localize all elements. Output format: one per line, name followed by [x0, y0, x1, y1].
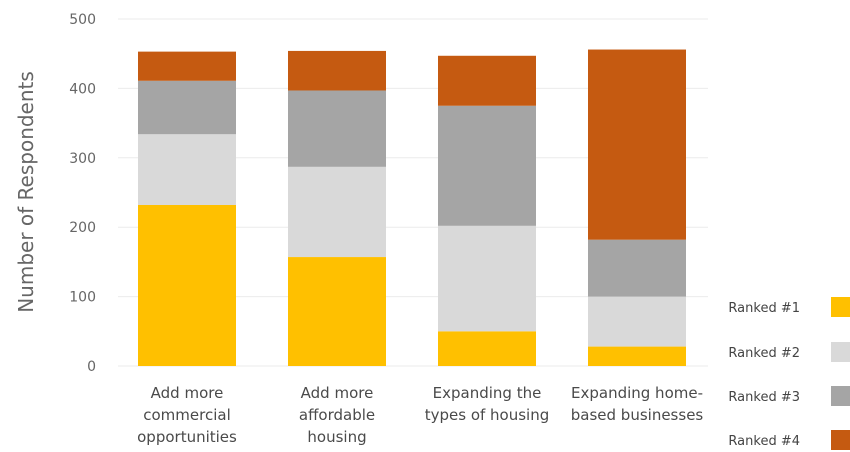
bars-layer — [138, 49, 686, 366]
y-tick-label: 200 — [69, 220, 96, 236]
y-axis: 0 100 200 300 400 500 — [69, 12, 96, 375]
x-category-label-line: Expanding the — [433, 384, 542, 402]
x-category-label-line: Add more — [301, 384, 374, 402]
bar-segment-4 — [438, 55, 536, 106]
y-axis-label: Number of Respondents — [14, 71, 38, 313]
bar-segment-2 — [138, 134, 236, 205]
legend: Ranked #1 Ranked #2 Ranked #3 Ranked #4 — [728, 297, 850, 450]
x-category-label-line: commercial — [143, 406, 231, 424]
bar-segment-3 — [438, 105, 536, 226]
bar-segment-4 — [288, 50, 386, 91]
bar-segment-2 — [438, 225, 536, 332]
legend-swatch — [831, 386, 850, 406]
x-category-label-line: based businesses — [571, 406, 704, 424]
x-category-label-line: Add more — [151, 384, 224, 402]
bar-segment-1 — [138, 204, 236, 366]
y-tick-label: 500 — [69, 12, 96, 28]
bar-segment-1 — [588, 346, 686, 366]
x-category-label-line: Expanding home- — [571, 384, 703, 402]
legend-swatch — [831, 297, 850, 317]
bar-segment-3 — [588, 239, 686, 297]
x-category-label: Add more affordable housing — [299, 384, 375, 446]
y-tick-label: 400 — [69, 81, 96, 97]
y-tick-label: 0 — [87, 359, 96, 375]
x-category-label: Expanding the types of housing — [425, 384, 550, 424]
legend-swatch — [831, 342, 850, 362]
x-category-label-line: affordable — [299, 406, 375, 424]
x-category-label-line: opportunities — [137, 428, 237, 446]
legend-label: Ranked #3 — [728, 390, 800, 405]
x-category-label-line: types of housing — [425, 406, 550, 424]
bar-segment-3 — [138, 80, 236, 135]
y-tick-label: 300 — [69, 151, 96, 167]
bar-segment-4 — [138, 51, 236, 81]
bar-segment-4 — [588, 49, 686, 240]
legend-label: Ranked #1 — [728, 301, 800, 316]
bar-segment-3 — [288, 90, 386, 167]
bar-segment-2 — [288, 166, 386, 258]
y-tick-label: 100 — [69, 290, 96, 306]
x-category-label-line: housing — [307, 428, 366, 446]
legend-label: Ranked #2 — [728, 346, 800, 361]
x-category-label: Add more commercial opportunities — [137, 384, 237, 446]
bar-segment-1 — [288, 257, 386, 366]
legend-label: Ranked #4 — [728, 434, 800, 449]
x-axis: Add more commercial opportunities Add more a… — [137, 384, 703, 446]
bar-segment-2 — [588, 296, 686, 347]
legend-swatch — [831, 430, 850, 450]
x-category-label: Expanding home-based businesses — [571, 384, 704, 424]
bar-segment-1 — [438, 331, 536, 366]
